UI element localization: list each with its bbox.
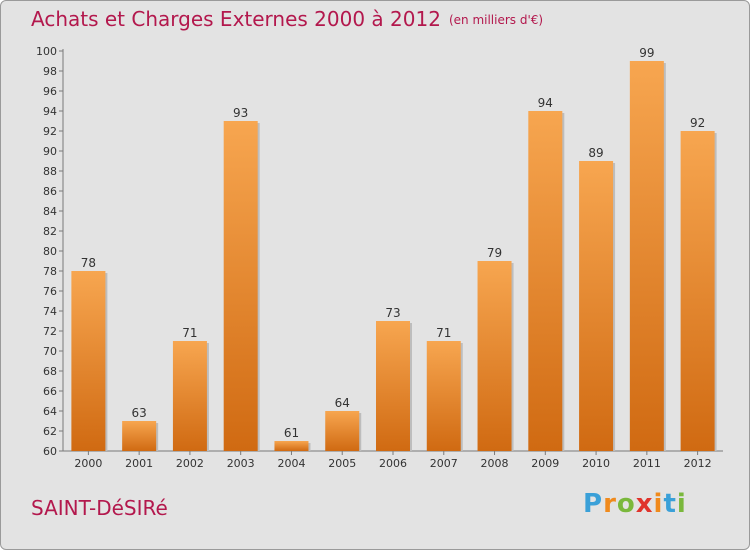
y-tick-label: 76: [43, 285, 57, 298]
y-tick-label: 80: [43, 245, 57, 258]
logo-letter: x: [635, 489, 654, 519]
y-tick-label: 86: [43, 185, 57, 198]
y-tick-label: 94: [43, 105, 57, 118]
x-tick-label: 2008: [481, 457, 509, 470]
y-tick-label: 100: [36, 45, 57, 58]
x-tick-label: 2005: [328, 457, 356, 470]
chart-title-text: Achats et Charges Externes 2000 à 2012: [31, 7, 441, 31]
x-axis: 2000 2001 2002 2003 2004 2005 2006 2007 2008 2009…: [63, 450, 723, 470]
logo-letter: i: [676, 489, 687, 519]
y-axis: 60 62 64 66 68 70 72 74 76 78 80 82 84 86 88 90 92 94 96 98…: [36, 45, 64, 458]
y-tick-label: 72: [43, 325, 57, 338]
chart-title: Achats et Charges Externes 2000 à 2012 (e…: [31, 7, 543, 31]
bar: [477, 261, 512, 451]
logo-letter: i: [653, 489, 664, 519]
data-label: 61: [284, 426, 299, 440]
x-tick-label: 2010: [582, 457, 610, 470]
logo-letter: P: [583, 489, 604, 519]
x-tick-label: 2004: [277, 457, 305, 470]
y-tick-label: 98: [43, 65, 57, 78]
y-tick-label: 84: [43, 205, 57, 218]
logo-letter: r: [603, 489, 617, 519]
x-tick-label: 2007: [430, 457, 458, 470]
bar: [71, 271, 106, 451]
x-tick-label: 2009: [531, 457, 559, 470]
y-tick-label: 90: [43, 145, 57, 158]
y-tick-label: 96: [43, 85, 57, 98]
y-tick-label: 92: [43, 125, 57, 138]
bar: [172, 341, 207, 451]
data-label: 79: [487, 246, 502, 260]
bar: [223, 121, 258, 451]
bar: [274, 441, 309, 451]
bars-group: [71, 61, 717, 451]
data-label: 99: [639, 46, 654, 60]
data-label: 63: [132, 406, 147, 420]
data-label: 93: [233, 106, 248, 120]
bar: [426, 341, 461, 451]
commune-name: SAINT-DéSIRé: [31, 496, 168, 520]
logo-letter: t: [663, 489, 677, 519]
y-tick-label: 62: [43, 425, 57, 438]
y-tick-label: 88: [43, 165, 57, 178]
bar: [528, 111, 563, 451]
y-tick-label: 82: [43, 225, 57, 238]
data-label: 73: [385, 306, 400, 320]
bar: [122, 421, 157, 451]
data-label: 89: [588, 146, 603, 160]
x-tick-label: 2011: [633, 457, 661, 470]
proxiti-logo: Proxiti: [583, 489, 687, 519]
data-label: 64: [335, 396, 350, 410]
data-labels-group: 78 63 71 93 61 64 73 71 79 94 89 99 92: [81, 46, 706, 440]
bar: [629, 61, 664, 451]
bar: [680, 131, 715, 451]
data-label: 71: [182, 326, 197, 340]
y-tick-label: 64: [43, 405, 57, 418]
data-label: 92: [690, 116, 705, 130]
data-label: 71: [436, 326, 451, 340]
chart-subtitle: (en milliers d'€): [448, 13, 544, 27]
y-tick-label: 60: [43, 445, 57, 458]
x-tick-label: 2012: [684, 457, 712, 470]
x-tick-label: 2001: [125, 457, 153, 470]
logo-letter: o: [616, 489, 636, 519]
x-tick-label: 2003: [227, 457, 255, 470]
data-label: 78: [81, 256, 96, 270]
y-tick-label: 68: [43, 365, 57, 378]
bar: [579, 161, 614, 451]
data-label: 94: [538, 96, 553, 110]
x-tick-label: 2000: [74, 457, 102, 470]
y-tick-label: 66: [43, 385, 57, 398]
bar: [376, 321, 410, 451]
bar: [325, 411, 360, 451]
x-tick-label: 2002: [176, 457, 204, 470]
x-tick-label: 2006: [379, 457, 407, 470]
y-tick-label: 74: [43, 305, 57, 318]
y-tick-label: 78: [43, 265, 57, 278]
y-tick-label: 70: [43, 345, 57, 358]
